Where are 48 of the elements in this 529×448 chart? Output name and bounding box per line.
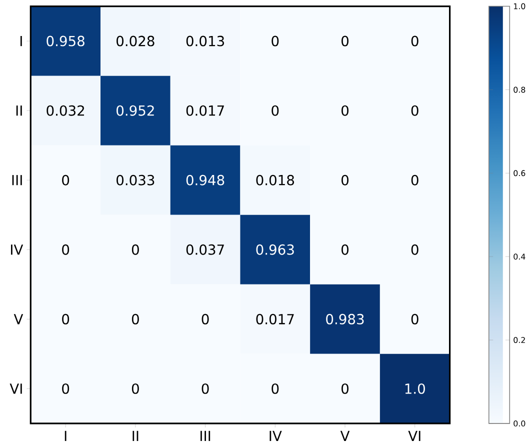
data-label: 0 bbox=[411, 174, 418, 186]
data-label: 0 bbox=[342, 174, 348, 186]
data-label: 0.028 bbox=[116, 36, 154, 46]
data-label: 0 bbox=[342, 383, 348, 394]
data-label: 0.963 bbox=[256, 244, 294, 255]
data-label: 0 bbox=[272, 105, 279, 116]
data-label: 0 bbox=[272, 36, 279, 46]
y-tick-label: VI bbox=[10, 384, 22, 394]
data-label: 0.983 bbox=[326, 314, 364, 324]
data-label: 0.013 bbox=[186, 36, 224, 46]
data-label: 0.037 bbox=[186, 244, 224, 255]
x-tick-label: VI bbox=[408, 430, 420, 441]
data-label: 0 bbox=[411, 244, 418, 255]
data-label: 0.018 bbox=[256, 174, 294, 186]
y-tick-label: I bbox=[20, 36, 22, 46]
x-tick-label: III bbox=[200, 430, 210, 441]
y-tick-label: IV bbox=[11, 244, 24, 255]
data-label: 0 bbox=[62, 244, 70, 255]
data-label: 0 bbox=[62, 383, 70, 394]
data-label: 0.032 bbox=[46, 105, 84, 116]
data-label: 0.017 bbox=[256, 314, 294, 324]
data-label: 0 bbox=[62, 314, 70, 324]
data-label: 0.958 bbox=[46, 36, 84, 46]
data-label: 0 bbox=[132, 383, 139, 394]
data-label: 0.952 bbox=[116, 105, 154, 116]
data-label: 0 bbox=[342, 36, 348, 46]
data-label: 0 bbox=[342, 105, 348, 116]
data-label: 0 bbox=[62, 174, 70, 186]
y-tick-label: III bbox=[12, 174, 22, 186]
data-label: 0.017 bbox=[186, 105, 224, 116]
x-tick-label: IV bbox=[270, 430, 282, 441]
data-label: 0 bbox=[411, 36, 418, 46]
x-tick-label: II bbox=[132, 430, 138, 441]
data-label: 0 bbox=[132, 244, 139, 255]
data-label: 0.948 bbox=[186, 174, 224, 186]
data-label: 1.0 bbox=[405, 383, 425, 394]
y-tick-label: V bbox=[14, 314, 24, 324]
data-label: 0 bbox=[411, 314, 418, 324]
data-label: 0 bbox=[132, 314, 139, 324]
data-label: 0 bbox=[411, 105, 418, 116]
data-label: 0 bbox=[272, 383, 279, 394]
data-label: 0 bbox=[202, 314, 209, 324]
y-tick-label: II bbox=[16, 105, 22, 116]
data-label: 0 bbox=[342, 244, 348, 255]
x-tick-label: I bbox=[64, 430, 66, 441]
data-label: 0.033 bbox=[116, 174, 154, 186]
x-tick-label: V bbox=[340, 430, 350, 441]
data-label: 0 bbox=[202, 383, 209, 394]
